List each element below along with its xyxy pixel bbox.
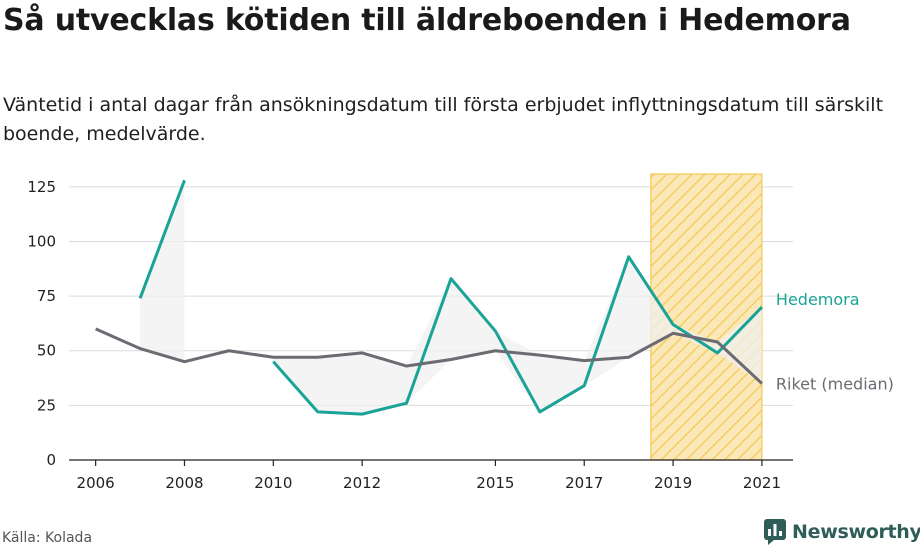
chart-title: Så utvecklas kötiden till äldreboenden i…: [3, 3, 851, 38]
x-tick-label-2015: 2015: [476, 474, 514, 492]
x-axis: [69, 459, 793, 466]
x-tick-label-2017: 2017: [565, 474, 603, 492]
source-note: Källa: Kolada: [2, 530, 93, 546]
band-segment: [273, 256, 762, 415]
series-line-riket-0: [95, 327, 763, 385]
y-tick-label-75: 75: [37, 287, 56, 305]
series-lines: [95, 179, 763, 416]
series-label-hedemora: Hedemora: [776, 290, 860, 309]
x-tick-label-2006: 2006: [77, 474, 115, 492]
x-tick-label-2010: 2010: [254, 474, 292, 492]
x-tick-label-2012: 2012: [343, 474, 381, 492]
series-label-riket: Riket (median): [776, 375, 894, 394]
newsworthy-chart-icon: [764, 519, 786, 545]
series-labels: Hedemora Riket (median): [776, 290, 894, 393]
y-tick-labels: 0 25 50 75 100 125: [27, 178, 56, 469]
difference-band: [140, 180, 762, 415]
y-tick-label-100: 100: [27, 232, 56, 250]
series-line-hedemora-0: [138, 179, 186, 299]
y-tick-label-50: 50: [37, 342, 56, 360]
x-tick-label-2021: 2021: [743, 474, 781, 492]
brand-name: Newsworthy: [792, 521, 920, 543]
x-tick-labels: 2006 2008 2010 2012 2015 2017 2019 2021: [77, 474, 781, 492]
chart-subtitle: Väntetid i antal dagar från ansökningsda…: [3, 94, 884, 145]
newsworthy-logo: Newsworthy: [764, 519, 920, 545]
y-tick-label-25: 25: [37, 396, 56, 414]
band-segment: [140, 180, 185, 362]
x-tick-label-2008: 2008: [165, 474, 203, 492]
x-tick-label-2019: 2019: [654, 474, 692, 492]
y-tick-label-0: 0: [46, 451, 56, 469]
y-tick-label-125: 125: [27, 178, 56, 196]
series-line-hedemora-1: [272, 255, 763, 416]
